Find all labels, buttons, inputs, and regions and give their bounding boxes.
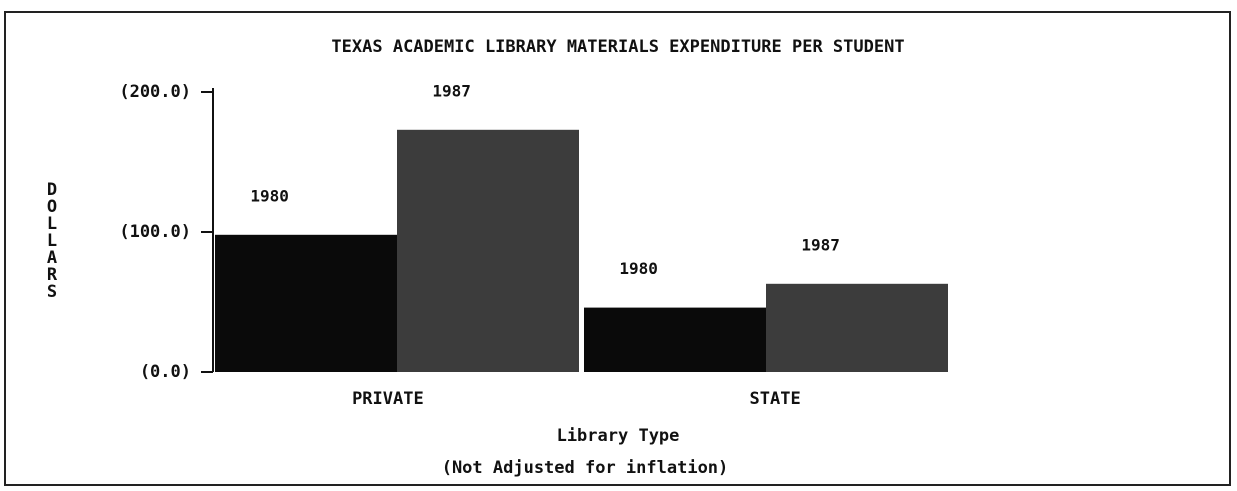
x-tick-label: PRIVATE <box>352 389 424 409</box>
y-tick-label: (0.0) <box>140 362 191 382</box>
bar-label: 1987 <box>432 81 471 100</box>
frame <box>4 11 1231 486</box>
bar <box>766 283 948 372</box>
x-axis-label: Library Type <box>557 426 680 446</box>
y-tick-label: (100.0) <box>119 222 191 242</box>
chart-title: TEXAS ACADEMIC LIBRARY MATERIALS EXPENDI… <box>331 37 904 57</box>
bar <box>584 307 766 372</box>
bar <box>215 234 397 372</box>
y-axis-label: DOLLARS <box>42 180 62 299</box>
bar-label: 1980 <box>619 259 658 278</box>
y-tick-label: (200.0) <box>119 82 191 102</box>
bar-label: 1980 <box>250 186 289 205</box>
bar-label: 1987 <box>801 235 840 254</box>
bar <box>397 129 579 372</box>
subtitle: (Not Adjusted for inflation) <box>442 458 729 478</box>
x-tick-label: STATE <box>750 389 801 409</box>
